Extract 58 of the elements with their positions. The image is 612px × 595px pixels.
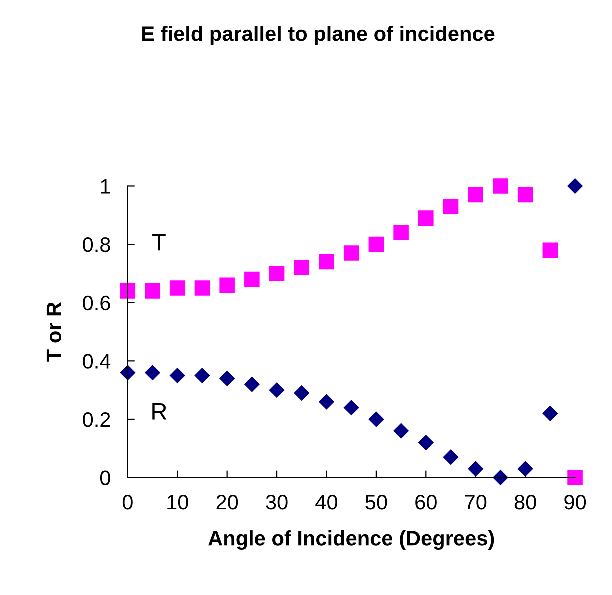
point — [468, 461, 484, 477]
y-tick-label: 0.4 — [83, 354, 111, 369]
x-tick-label: 30 — [266, 495, 288, 510]
point — [145, 365, 160, 380]
point — [319, 254, 334, 270]
x-tick-label: 50 — [366, 495, 388, 510]
x-tick-label: 90 — [564, 495, 586, 510]
point — [170, 368, 186, 384]
point — [368, 236, 384, 252]
x-tick-label: 0 — [122, 495, 133, 510]
point — [344, 400, 360, 416]
chart-title: E field parallel to plane of incidence — [142, 26, 495, 46]
x-tick-label: 10 — [168, 495, 188, 510]
series-label: T — [152, 234, 166, 251]
point — [194, 368, 210, 384]
point — [443, 199, 459, 214]
series-label: R — [152, 404, 167, 420]
point — [568, 470, 583, 486]
point — [244, 376, 260, 392]
point — [120, 284, 136, 299]
point — [269, 266, 285, 282]
x-tick-label: 40 — [316, 495, 338, 510]
point — [394, 424, 409, 439]
point — [294, 386, 310, 401]
point — [368, 412, 384, 428]
point — [542, 242, 558, 258]
point — [344, 246, 360, 261]
x-axis-title: Angle of Incidence (Degrees) — [208, 530, 494, 550]
point — [220, 371, 235, 386]
point — [120, 365, 136, 380]
point — [443, 450, 459, 465]
x-tick-label: 80 — [514, 495, 536, 510]
point — [319, 394, 334, 410]
point — [493, 178, 508, 194]
point — [418, 435, 434, 450]
y-axis-title: T or R — [46, 302, 62, 362]
point — [418, 210, 434, 226]
y-tick-label: 1 — [101, 179, 110, 194]
point — [542, 406, 558, 422]
y-tick-label: 0.2 — [83, 412, 110, 428]
x-tick-label: 60 — [416, 495, 437, 510]
y-tick-label: 0 — [100, 470, 110, 486]
point — [269, 382, 285, 398]
point — [145, 284, 160, 299]
point — [518, 461, 534, 477]
point — [170, 280, 186, 296]
x-tick-label: 20 — [216, 495, 238, 510]
point — [244, 272, 260, 288]
x-tick-label: 70 — [465, 495, 487, 510]
y-tick-label: 0.8 — [83, 238, 110, 252]
point — [194, 280, 210, 296]
point — [220, 278, 235, 293]
point — [568, 178, 583, 194]
point — [394, 225, 409, 241]
y-tick-label: 0.6 — [83, 296, 110, 311]
point — [518, 187, 534, 203]
point — [294, 260, 310, 276]
point — [468, 187, 484, 203]
